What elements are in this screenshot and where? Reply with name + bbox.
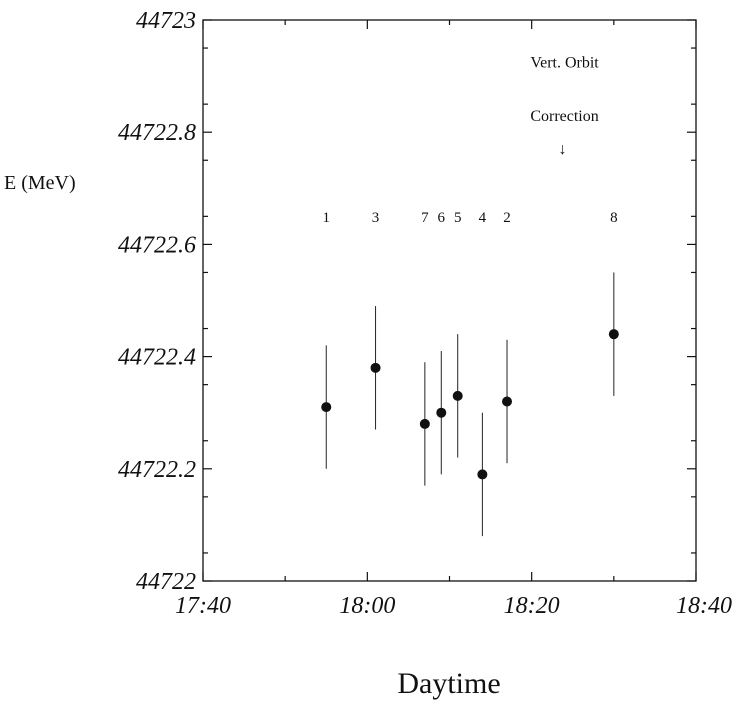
y-tick-label: 44722.2 [118, 457, 196, 483]
data-point [436, 407, 447, 418]
run-label: 8 [610, 210, 618, 226]
annotation-arrow: ↓ [559, 141, 567, 158]
data-point [608, 329, 619, 340]
run-label: 3 [372, 210, 380, 226]
y-tick-label: 44722 [136, 569, 196, 595]
y-tick-label: 44723 [136, 8, 196, 34]
run-label: 6 [438, 210, 446, 226]
y-tick-label: 44722.8 [118, 120, 196, 146]
x-tick-labels: 17:40 18:00 18:20 18:40 [175, 593, 732, 619]
y-tick-labels: 44722 44722.2 44722.4 44722.6 44722.8 44723 [118, 8, 196, 595]
data-point [321, 402, 332, 413]
annotation-line1: Vert. Orbit [530, 55, 599, 72]
data-point [370, 362, 381, 373]
data-point [477, 469, 488, 480]
run-label: 2 [503, 210, 511, 226]
x-tick-label: 18:00 [339, 593, 395, 619]
x-tick-label: 18:20 [504, 593, 560, 619]
data-point [502, 396, 513, 407]
plot-frame [202, 19, 697, 582]
error-bars [325, 272, 615, 537]
run-label: 1 [323, 210, 331, 226]
y-tick-label: 44722.6 [118, 232, 196, 258]
run-label: 5 [454, 210, 462, 226]
y-axis-title: E (MeV) [4, 172, 76, 194]
x-tick-label: 18:40 [676, 593, 732, 619]
run-label: 4 [479, 210, 487, 226]
y-tick-label: 44722.4 [118, 345, 196, 371]
x-tick-label: 17:40 [175, 593, 231, 619]
data-point [419, 418, 430, 429]
annotation-line2: Correction [530, 108, 598, 125]
x-axis-title: Daytime [397, 667, 500, 700]
run-label: 7 [421, 210, 429, 226]
data-point [452, 390, 463, 401]
data-points [321, 329, 619, 480]
annotations: Vert. Orbit Correction ↓ [530, 55, 599, 159]
axis-ticks [202, 19, 697, 582]
